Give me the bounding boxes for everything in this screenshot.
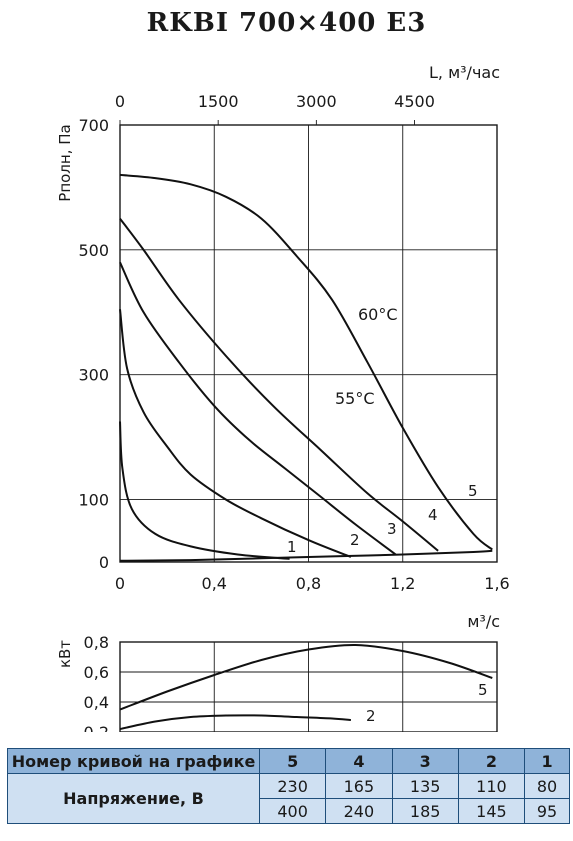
- x2-tick-label: 0: [115, 92, 125, 111]
- x-tick-label: 0,8: [296, 574, 321, 593]
- curve-label-3: 3: [387, 520, 397, 538]
- curve-label-1: 1: [287, 538, 297, 556]
- annotation-60c: 60°C: [358, 305, 398, 324]
- x-tick-label: 0,4: [202, 574, 227, 593]
- table-row: 400 240 185 145 95: [8, 798, 570, 824]
- power-curve-5: [119, 643, 493, 711]
- power-curve-2: [119, 714, 351, 730]
- pressure-curve-2: [119, 309, 352, 558]
- table-curve-number: 2: [457, 748, 526, 774]
- table-header-row: Номер кривой на графике 5 4 3 2 1: [7, 748, 570, 774]
- y-tick-label: 0: [99, 553, 109, 572]
- pressure-curve-3: [119, 261, 397, 556]
- curve-label-2: 2: [350, 531, 360, 549]
- table-cell: 145: [457, 798, 526, 824]
- table-cell: 400: [258, 798, 327, 824]
- x2-tick-label: 3000: [296, 92, 337, 111]
- y-tick-label: 300: [78, 366, 109, 385]
- table-row: Напряжение, В 230 165 135 110 80: [7, 773, 570, 824]
- table-curve-number: 4: [325, 748, 393, 774]
- x-tick-label: 1,6: [484, 574, 509, 593]
- voltage-table: Номер кривой на графике 5 4 3 2 1 Напряж…: [7, 748, 570, 824]
- power-y-tick-label: 0,2: [84, 723, 109, 732]
- power-curve-label-5: 5: [478, 681, 488, 699]
- x-axis-label: м³/с: [467, 612, 500, 630]
- x2-tick-label: 4500: [394, 92, 435, 111]
- table-cell: 165: [325, 773, 393, 799]
- table-cell: 80: [524, 773, 570, 799]
- x2-axis-label: L, м³/час: [429, 63, 500, 82]
- power-y-tick-label: 0,6: [84, 663, 109, 682]
- pressure-chart: L, м³/час Pполн, Па м³/с 0 0,4 0,8 1,2 1,6 0 1…: [56, 63, 510, 630]
- y-tick-label: 100: [78, 491, 109, 510]
- x2-tick-label: 1500: [198, 92, 239, 111]
- power-curve-label-2: 2: [366, 707, 376, 725]
- power-y-label: кВт: [56, 640, 74, 668]
- power-y-tick-label: 0,8: [84, 633, 109, 652]
- table-cell: 110: [457, 773, 526, 799]
- x-tick-label: 0: [115, 574, 125, 593]
- curve-label-4: 4: [428, 506, 438, 524]
- pressure-curve-5: [119, 173, 493, 551]
- annotation-55c: 55°C: [335, 389, 375, 408]
- pressure-curve-4: [119, 217, 439, 552]
- page-title: RKBI 700×400 E3: [146, 8, 427, 38]
- y-axis-label: Pполн, Па: [56, 124, 74, 201]
- x-tick-label: 1,2: [390, 574, 415, 593]
- table-cell: 185: [391, 798, 459, 824]
- power-y-tick-label: 0,4: [84, 693, 109, 712]
- table-header-label: Номер кривой на графике: [7, 748, 260, 774]
- table-cell: 240: [325, 798, 393, 824]
- curve-label-5: 5: [468, 482, 478, 500]
- pressure-curve-1: [119, 421, 290, 560]
- table-cell: 135: [391, 773, 459, 799]
- y-tick-label: 500: [78, 241, 109, 260]
- system-resistance-curve: [119, 549, 493, 562]
- table-cell: 230: [258, 773, 327, 799]
- power-chart: кВт 0,2 0,4 0,6 0,8 5 2: [56, 633, 498, 732]
- table-row-label: Напряжение, В: [7, 773, 260, 824]
- table-curve-number: 5: [258, 748, 327, 774]
- y-tick-label: 700: [78, 116, 109, 135]
- table-curve-number: 3: [391, 748, 459, 774]
- table-curve-number: 1: [524, 748, 570, 774]
- table-cell: 95: [524, 798, 570, 824]
